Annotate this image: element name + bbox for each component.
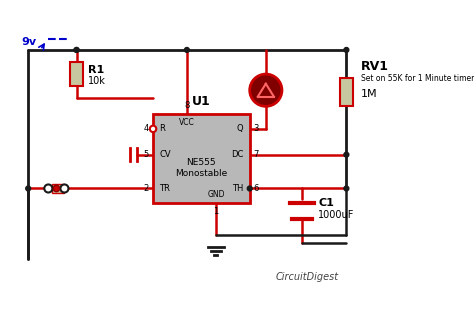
Circle shape	[344, 186, 349, 191]
Text: CircuitDigest: CircuitDigest	[275, 272, 338, 282]
Text: TR: TR	[159, 184, 170, 193]
Circle shape	[250, 74, 282, 106]
Text: NE555: NE555	[187, 158, 216, 167]
Circle shape	[344, 47, 349, 52]
Text: Set on 55K for 1 Minute timer: Set on 55K for 1 Minute timer	[361, 74, 474, 83]
Circle shape	[53, 185, 60, 192]
Text: DC: DC	[231, 150, 243, 159]
Text: 8: 8	[184, 101, 190, 110]
Text: 10k: 10k	[88, 76, 106, 86]
Text: C1: C1	[318, 198, 334, 208]
Circle shape	[184, 47, 189, 52]
Text: 1M: 1M	[361, 89, 377, 99]
Text: TH: TH	[232, 184, 243, 193]
Circle shape	[26, 186, 31, 191]
Text: 9v: 9v	[21, 37, 36, 47]
Text: 5: 5	[144, 150, 149, 159]
Bar	[340, 78, 353, 106]
Text: 1000uF: 1000uF	[318, 210, 355, 220]
Text: Q: Q	[237, 124, 243, 133]
Text: Monostable: Monostable	[175, 169, 228, 178]
Circle shape	[247, 186, 252, 191]
Bar	[52, 184, 64, 193]
Text: VCC: VCC	[179, 118, 195, 127]
Text: 4: 4	[144, 124, 149, 133]
Circle shape	[344, 152, 349, 157]
Text: 1: 1	[213, 207, 219, 216]
Text: 7: 7	[254, 150, 259, 159]
Circle shape	[150, 126, 156, 132]
Bar	[153, 114, 250, 203]
Text: GND: GND	[207, 191, 225, 199]
Circle shape	[74, 47, 79, 52]
Text: R: R	[159, 124, 165, 133]
Circle shape	[60, 184, 68, 193]
Bar	[70, 62, 83, 86]
Text: 6: 6	[254, 184, 259, 193]
Circle shape	[74, 47, 79, 52]
Text: RV1: RV1	[361, 59, 389, 73]
Text: 3: 3	[254, 124, 259, 133]
Text: R1: R1	[88, 65, 104, 75]
Text: CV: CV	[159, 150, 171, 159]
Text: U1: U1	[192, 95, 211, 108]
Circle shape	[44, 184, 52, 193]
Text: 2: 2	[144, 184, 149, 193]
